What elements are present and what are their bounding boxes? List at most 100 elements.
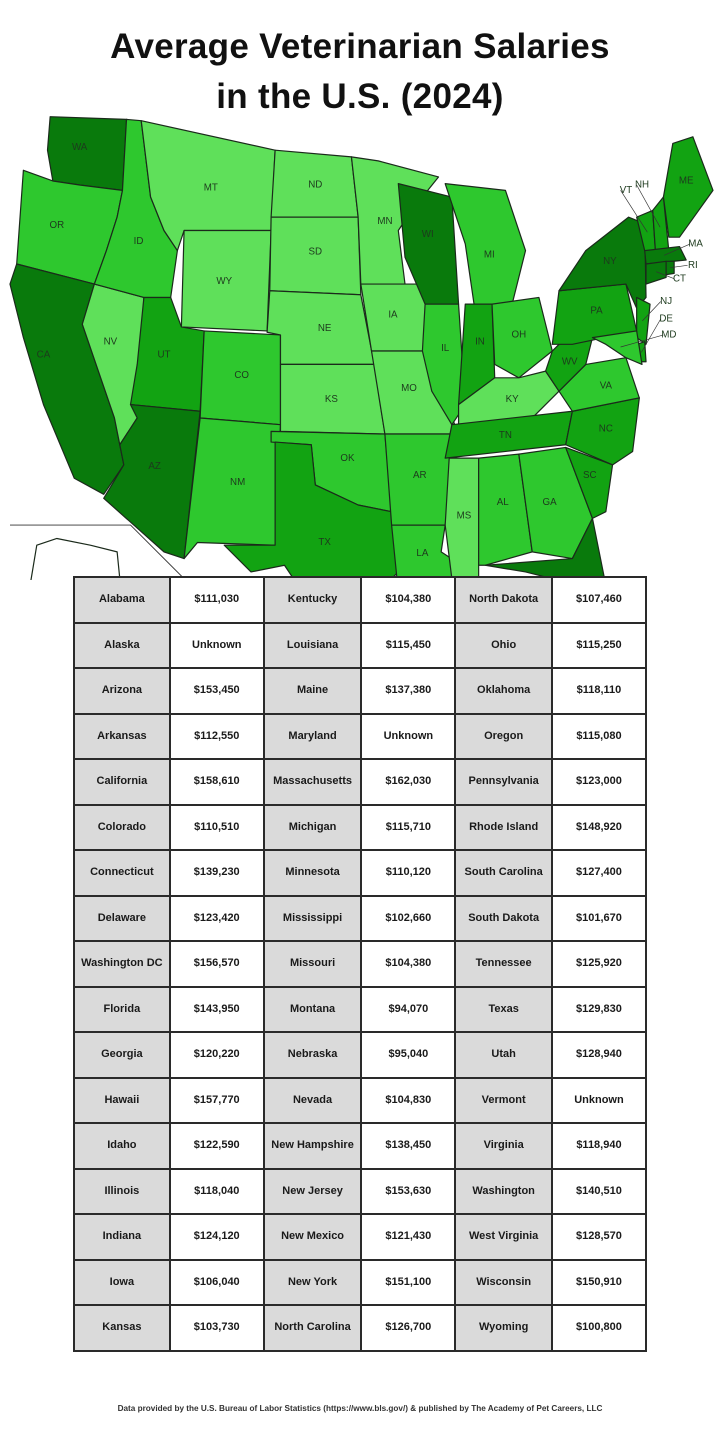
salary-cell: $123,420 <box>168 894 265 942</box>
table-row: Indiana $124,120 New Mexico $121,430 West Vi… <box>73 1213 648 1261</box>
salary-cell: $120,220 <box>168 1031 265 1079</box>
salary-cell: $157,770 <box>168 1076 265 1124</box>
salary-cell: $121,430 <box>360 1213 457 1261</box>
table-row: Iowa $106,040 New York $151,100 Wisconsin $15… <box>73 1258 648 1306</box>
state-label: ND <box>308 180 322 191</box>
state-label: ID <box>134 236 144 247</box>
state-label: OH <box>511 330 526 341</box>
salary-cell: $100,800 <box>550 1304 648 1352</box>
state-name-cell: South Carolina <box>454 849 553 897</box>
state-name-cell: Maine <box>262 667 363 715</box>
title-line-1: Average Veterinarian Salaries <box>110 27 610 66</box>
state-name-cell: South Dakota <box>454 894 553 942</box>
state-label: AR <box>413 470 427 481</box>
salary-cell: $140,510 <box>550 1167 648 1215</box>
state-name-cell: Oregon <box>454 712 553 760</box>
table-row: Washington DC $156,570 Missouri $104,380 Ten… <box>73 940 648 988</box>
state-name-cell: Minnesota <box>262 849 363 897</box>
state-label: NV <box>104 336 118 347</box>
state-name-cell: Nevada <box>262 1076 363 1124</box>
state-name-cell: Delaware <box>73 894 171 942</box>
state-ma <box>644 245 687 265</box>
callout-line <box>670 264 688 268</box>
salary-cell: Unknown <box>360 712 457 760</box>
state-name-cell: Montana <box>262 985 363 1033</box>
state-nc <box>565 397 640 466</box>
table-row: Florida $143,950 Montana $94,070 Texas $129,8… <box>73 985 648 1033</box>
salary-cell: $139,230 <box>168 849 265 897</box>
state-label: MT <box>204 182 218 193</box>
callout-line <box>620 190 648 233</box>
table-row: California $158,610 Massachusetts $162,030 P… <box>73 758 648 806</box>
state-ri <box>665 260 675 276</box>
title-line-2: in the U.S. (2024) <box>216 77 504 116</box>
state-ct <box>645 260 667 285</box>
state-label: KS <box>325 394 339 405</box>
state-label: RI <box>688 260 698 271</box>
salary-cell: $115,250 <box>550 621 648 669</box>
salary-cell: $153,630 <box>360 1167 457 1215</box>
salary-cell: $95,040 <box>360 1031 457 1079</box>
state-label: NY <box>603 256 617 267</box>
state-name-cell: Iowa <box>73 1258 171 1306</box>
state-label: MS <box>457 510 472 521</box>
state-oh <box>491 296 553 379</box>
state-name-cell: New Hampshire <box>262 1122 363 1170</box>
salary-cell: $123,000 <box>550 758 648 806</box>
state-label: WI <box>422 229 434 240</box>
state-name-cell: Massachusetts <box>262 758 363 806</box>
table-row: Alaska Unknown Louisiana $115,450 Ohio $115,2… <box>73 621 648 669</box>
state-name-cell: Tennessee <box>454 940 553 988</box>
state-name-cell: Maryland <box>262 712 363 760</box>
state-name-cell: Kansas <box>73 1304 171 1352</box>
state-label: OK <box>340 453 355 464</box>
callout-line <box>655 271 675 280</box>
salary-cell: $118,940 <box>550 1122 648 1170</box>
state-label: NE <box>318 323 332 334</box>
salary-cell: Unknown <box>550 1076 648 1124</box>
salary-cell: $129,830 <box>550 985 648 1033</box>
salary-cell: Unknown <box>168 621 265 669</box>
source-footer: Data provided by the U.S. Bureau of Labo… <box>117 1404 603 1413</box>
state-name-cell: North Dakota <box>454 576 553 624</box>
state-name-cell: Connecticut <box>73 849 171 897</box>
state-name-cell: Colorado <box>73 803 171 851</box>
salary-cell: $102,660 <box>360 894 457 942</box>
state-fl <box>484 517 606 580</box>
state-me <box>662 136 714 238</box>
salary-cell: $143,950 <box>168 985 265 1033</box>
state-name-cell: New Jersey <box>262 1167 363 1215</box>
table-row: Arkansas $112,550 Maryland Unknown Oregon $11… <box>73 712 648 760</box>
salary-cell: $118,040 <box>168 1167 265 1215</box>
table-row: Kansas $103,730 North Carolina $126,700 Wyom… <box>73 1304 648 1352</box>
salary-cell: $111,030 <box>168 576 265 624</box>
state-label: MI <box>484 249 495 260</box>
table-row: Connecticut $139,230 Minnesota $110,120 Sout… <box>73 849 648 897</box>
state-ak <box>30 537 121 580</box>
salary-cell: $126,700 <box>360 1304 457 1352</box>
state-label: CO <box>234 370 249 381</box>
state-label: WA <box>72 142 88 153</box>
state-label: PA <box>590 306 603 317</box>
us-salary-map: WA OR CA NV ID MT WY UT AZ CO NM ND SD NE KS OK TX MN IA MO… <box>9 116 714 580</box>
table-row: Georgia $120,220 Nebraska $95,040 Utah $128,9… <box>73 1031 648 1079</box>
state-name-cell: Illinois <box>73 1167 171 1215</box>
inset-divider-line <box>10 524 187 580</box>
state-label: GA <box>543 497 558 508</box>
salary-cell: $115,710 <box>360 803 457 851</box>
salary-cell: $122,590 <box>168 1122 265 1170</box>
state-name-cell: Oklahoma <box>454 667 553 715</box>
state-label: CA <box>37 350 51 361</box>
salary-cell: $115,450 <box>360 621 457 669</box>
state-nm <box>183 417 282 560</box>
callout-line <box>620 334 664 348</box>
state-name-cell: Ohio <box>454 621 553 669</box>
state-label: NH <box>635 180 649 191</box>
state-name-cell: Mississippi <box>262 894 363 942</box>
salary-cell: $104,830 <box>360 1076 457 1124</box>
state-nj <box>636 296 651 345</box>
state-label: AL <box>497 497 510 508</box>
state-tx <box>223 441 399 580</box>
state-name-cell: Washington DC <box>73 940 171 988</box>
state-label: CT <box>673 273 686 284</box>
